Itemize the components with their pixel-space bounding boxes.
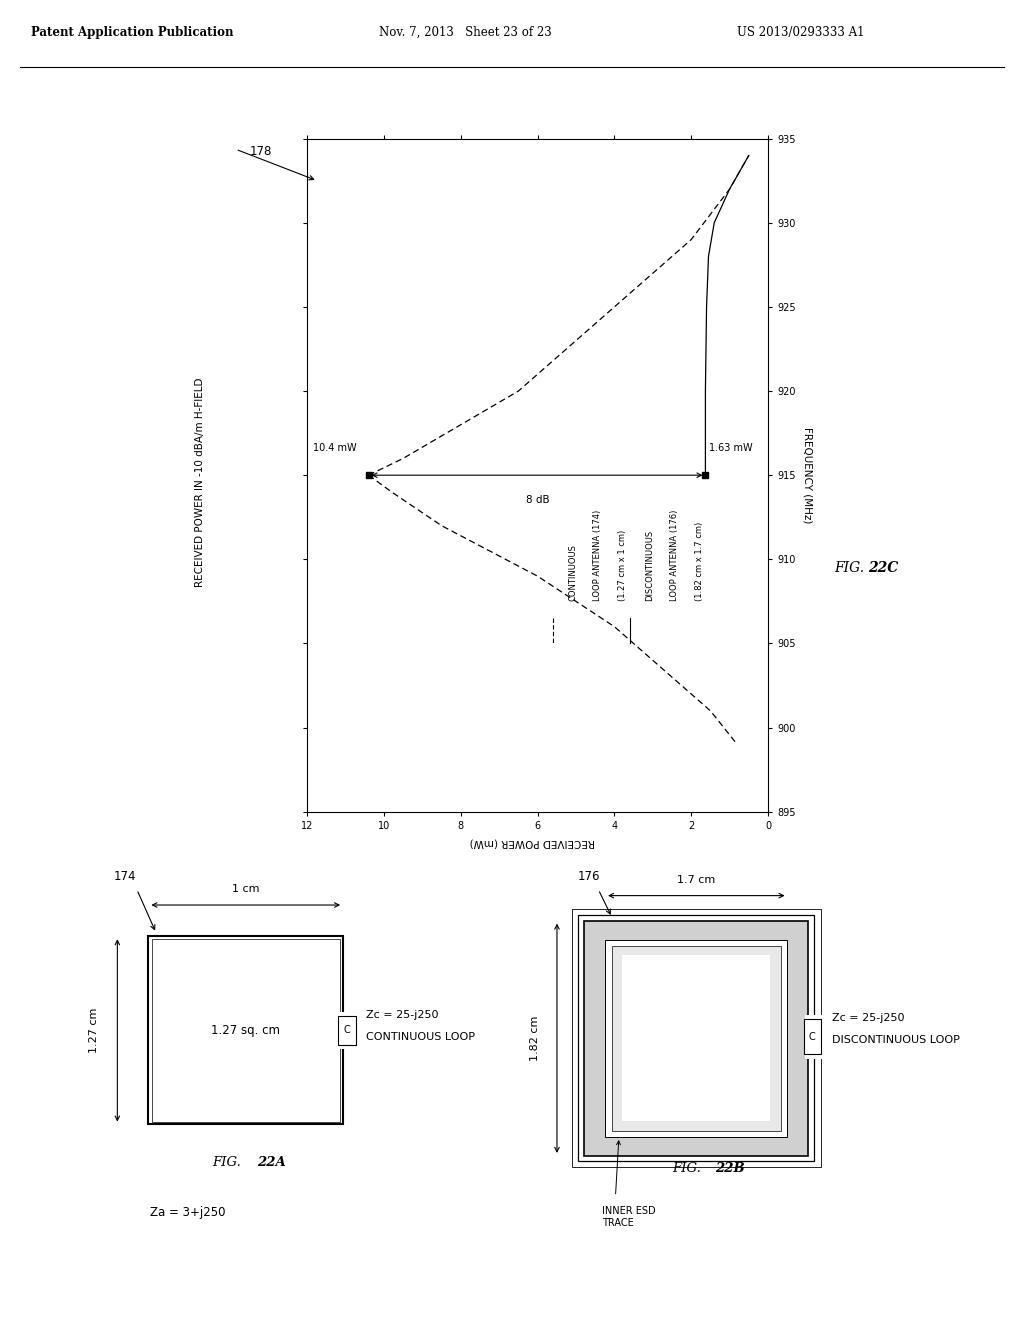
Text: RECEIVED POWER (mW): RECEIVED POWER (mW)	[470, 837, 595, 847]
Text: 1.82 cm: 1.82 cm	[529, 1015, 540, 1061]
Text: LOOP ANTENNA (176): LOOP ANTENNA (176)	[670, 510, 679, 602]
Bar	[339, 1011, 354, 1049]
Text: 178: 178	[250, 145, 272, 158]
Text: DISCONTINUOUS: DISCONTINUOUS	[645, 531, 654, 602]
Bar	[612, 945, 780, 1131]
Text: Zc = 25-j250: Zc = 25-j250	[833, 1012, 905, 1023]
Text: 1.63 mW: 1.63 mW	[710, 444, 753, 453]
Text: Zc = 25-j250: Zc = 25-j250	[367, 1010, 439, 1020]
Text: C: C	[809, 1032, 816, 1041]
Bar	[148, 936, 343, 1125]
Text: FIG.: FIG.	[213, 1155, 246, 1168]
Text: Za = 3+j250: Za = 3+j250	[150, 1205, 225, 1218]
Bar	[572, 909, 820, 1167]
Text: 176: 176	[578, 870, 600, 883]
Text: 22A: 22A	[257, 1155, 286, 1168]
Text: CONTINUOUS LOOP: CONTINUOUS LOOP	[367, 1032, 475, 1041]
Text: DISCONTINUOUS LOOP: DISCONTINUOUS LOOP	[833, 1035, 961, 1045]
Bar	[804, 1019, 820, 1053]
Text: C: C	[344, 1026, 350, 1035]
Text: INNER ESD
TRACE: INNER ESD TRACE	[602, 1206, 655, 1228]
Text: 8 dB: 8 dB	[525, 495, 550, 506]
Text: (1.27 cm x 1 cm): (1.27 cm x 1 cm)	[618, 531, 628, 602]
Text: 1.7 cm: 1.7 cm	[677, 875, 716, 884]
Bar	[338, 1016, 356, 1044]
Text: RECEIVED POWER IN -10 dBA/m H-FIELD: RECEIVED POWER IN -10 dBA/m H-FIELD	[195, 378, 205, 586]
Text: FIG.: FIG.	[672, 1162, 705, 1175]
Text: FIG.: FIG.	[835, 561, 869, 574]
Bar	[623, 956, 770, 1122]
Bar	[605, 940, 787, 1137]
Text: (1.82 cm x 1.7 cm): (1.82 cm x 1.7 cm)	[695, 523, 705, 602]
Text: 10.4 mW: 10.4 mW	[313, 444, 357, 453]
Bar	[585, 921, 808, 1156]
Text: 174: 174	[114, 870, 136, 883]
Text: LOOP ANTENNA (174): LOOP ANTENNA (174)	[593, 510, 602, 602]
Text: 1.27 sq. cm: 1.27 sq. cm	[211, 1024, 281, 1038]
Text: CONTINUOUS: CONTINUOUS	[568, 545, 578, 602]
Bar	[805, 1015, 822, 1059]
Text: Nov. 7, 2013   Sheet 23 of 23: Nov. 7, 2013 Sheet 23 of 23	[379, 26, 552, 40]
Bar	[152, 939, 340, 1122]
Text: US 2013/0293333 A1: US 2013/0293333 A1	[737, 26, 865, 40]
Y-axis label: FREQUENCY (MHz): FREQUENCY (MHz)	[803, 426, 812, 524]
Text: 22B: 22B	[715, 1162, 745, 1175]
Text: 1 cm: 1 cm	[232, 884, 259, 894]
Text: 1.27 cm: 1.27 cm	[89, 1007, 99, 1053]
Text: 22C: 22C	[868, 561, 899, 574]
Bar	[579, 915, 814, 1162]
Text: Patent Application Publication: Patent Application Publication	[31, 26, 233, 40]
